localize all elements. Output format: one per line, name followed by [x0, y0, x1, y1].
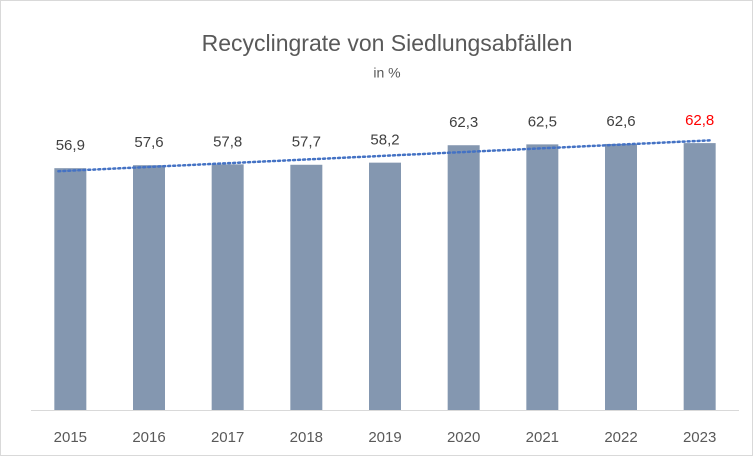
- bar: [290, 164, 323, 410]
- data-label: 57,8: [213, 133, 242, 150]
- chart-subtitle: in %: [373, 65, 400, 81]
- bar: [526, 144, 559, 410]
- x-tick-label: 2023: [683, 429, 716, 446]
- x-tick-label: 2019: [368, 429, 401, 446]
- data-label: 57,6: [134, 134, 163, 151]
- x-tick-label: 2021: [526, 429, 559, 446]
- bar: [54, 168, 87, 410]
- x-tick-label: 2017: [211, 429, 244, 446]
- x-tick-label: 2018: [290, 429, 323, 446]
- x-tick-label: 2022: [604, 429, 637, 446]
- data-label: 58,2: [370, 132, 399, 149]
- x-tick-label: 2015: [54, 429, 87, 446]
- data-label: 56,9: [56, 137, 85, 154]
- bar: [683, 143, 716, 410]
- bar: [605, 143, 637, 410]
- x-tick-label: 2016: [132, 429, 165, 446]
- data-label: 62,3: [449, 114, 478, 131]
- bar: [133, 165, 165, 410]
- bar: [447, 145, 480, 410]
- data-label: 62,5: [528, 113, 557, 130]
- data-label: 57,7: [292, 134, 321, 151]
- chart-title: Recyclingrate von Siedlungsabfällen: [202, 30, 573, 56]
- x-tick-label: 2020: [447, 429, 480, 446]
- data-label: 62,8: [685, 112, 714, 129]
- trendline: [57, 139, 713, 173]
- bar: [369, 162, 401, 410]
- bar: [211, 164, 244, 410]
- data-label: 62,6: [606, 113, 635, 130]
